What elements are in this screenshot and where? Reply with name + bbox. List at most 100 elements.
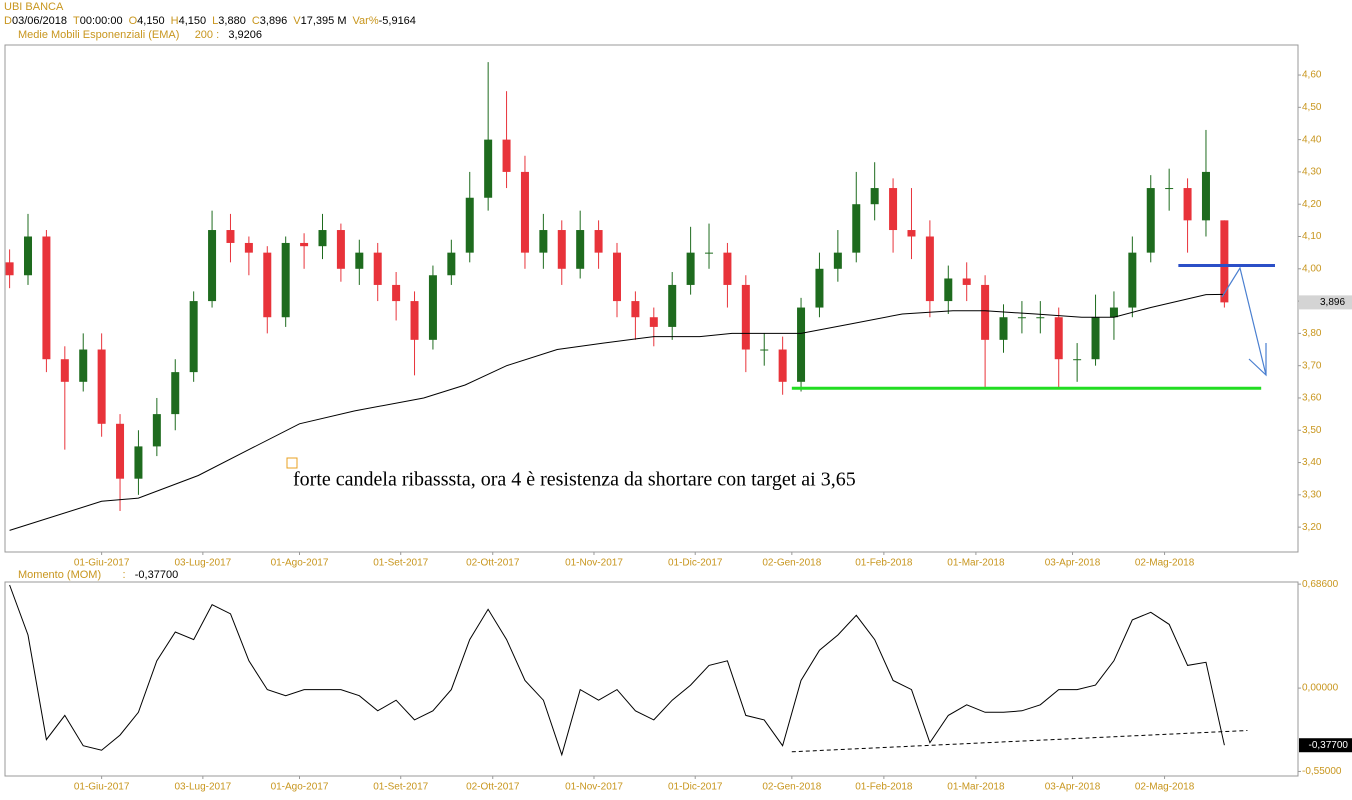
candle-body [226,230,235,243]
y-tick-label: 3,60 [1302,393,1322,404]
mom-name: Momento (MOM) [18,569,102,581]
candle-body [152,414,161,447]
candle-body [171,372,180,415]
x-tick-label: 03-Lug-2017 [175,782,232,793]
candle-body [668,284,677,327]
candle-body [962,278,971,285]
candle-body [300,242,309,247]
info-value: 4,150 [178,15,207,27]
header: UBI BANCA D03/06/2018 T00:00:00 O4,150 H4,1… [4,0,422,42]
last-value-tag [1299,738,1352,753]
y-tick-label: 3,80 [1302,328,1322,339]
candle-body [981,284,990,340]
candle-body [576,230,585,269]
trend-line [791,730,1248,753]
candle-body [189,301,198,373]
x-tick-label: 02-Mag-2018 [1135,782,1195,793]
candle-body [116,423,125,479]
candle-body [244,242,253,253]
candle-body [447,252,456,276]
candle-body [870,188,879,205]
info-key: Var% [352,15,379,27]
candle-body [944,278,953,302]
candle-body [686,252,695,285]
info-key: T [73,15,80,27]
mom-value: -0,37700 [134,569,179,581]
y-tick-label: 3,30 [1302,489,1322,500]
y-tick-label: -0,55000 [1302,766,1342,777]
candle-body [852,204,861,253]
info-value: 00:00:00 [79,15,123,27]
candle-body [815,268,824,308]
y-tick-label: 3,40 [1302,457,1322,468]
candle-body [833,252,842,269]
candle-body [1220,220,1229,303]
x-tick-label: 01-Mar-2018 [947,558,1005,569]
candle-body [373,252,382,285]
candle-body [465,197,474,253]
last-price-label: 3,896 [1320,297,1345,308]
candle-body [1073,359,1082,361]
info-key: O [128,15,138,27]
candle-body [1017,317,1026,319]
candle-body [1183,188,1192,221]
candle-body [594,230,603,253]
candle-body [539,230,548,253]
info-key: H [170,15,179,27]
candle-body [42,236,51,360]
x-tick-label: 03-Apr-2018 [1045,558,1101,569]
last-price-tag [1299,295,1352,310]
candle-body [1165,188,1174,190]
y-tick-label: 0,00000 [1302,683,1339,694]
y-tick-label: 4,40 [1302,134,1322,145]
info-key: C [251,15,260,27]
x-tick-label: 01-Set-2017 [373,782,428,793]
candle-body [889,188,898,231]
info-value: 17,395 M [300,15,347,27]
ema-name: Medie Mobili Esponenziali (EMA) [18,29,180,41]
y-tick-label: 4,30 [1302,167,1322,178]
x-tick-label: 01-Dic-2017 [668,558,723,569]
candle-body [410,301,419,340]
candle-body [318,230,327,247]
y-tick-label: 3,70 [1302,360,1322,371]
y-tick-label: 4,00 [1302,263,1322,274]
candle-body [999,317,1008,340]
candle-body [263,252,272,318]
x-tick-label: 03-Lug-2017 [175,558,232,569]
y-tick-label: 3,50 [1302,425,1322,436]
candle-body [631,301,640,318]
candle-body [281,242,290,318]
x-tick-label: 01-Giu-2017 [74,782,130,793]
x-tick-label: 01-Giu-2017 [74,558,130,569]
ema-line [9,293,1225,531]
candle-body [612,252,621,302]
candle-body [484,139,493,198]
x-tick-label: 02-Gen-2018 [762,782,821,793]
candle-body [1054,317,1063,360]
candle-body [649,317,658,327]
candle-body [778,349,787,382]
candle-body [502,139,511,172]
candle-body [1128,252,1137,308]
info-key: L [212,15,219,27]
candle-body [79,349,88,382]
candle-body [1146,188,1155,253]
candle-body [392,284,401,302]
candle-body [355,252,364,269]
info-value: -5,9164 [378,15,416,27]
x-tick-label: 02-Gen-2018 [762,558,821,569]
candle-body [557,230,566,269]
candle-body [1091,317,1100,360]
y-tick-label: 4,10 [1302,231,1322,242]
candle-body [925,236,934,302]
candle-body [336,230,345,269]
candle-body [1201,171,1210,221]
candle-body [741,284,750,350]
y-tick-label: 4,50 [1302,102,1322,113]
plot: 3,203,303,403,503,603,703,803,904,004,10… [5,62,1342,793]
candle-body [60,359,69,382]
candle-body [760,349,769,351]
candle-body [5,262,14,276]
